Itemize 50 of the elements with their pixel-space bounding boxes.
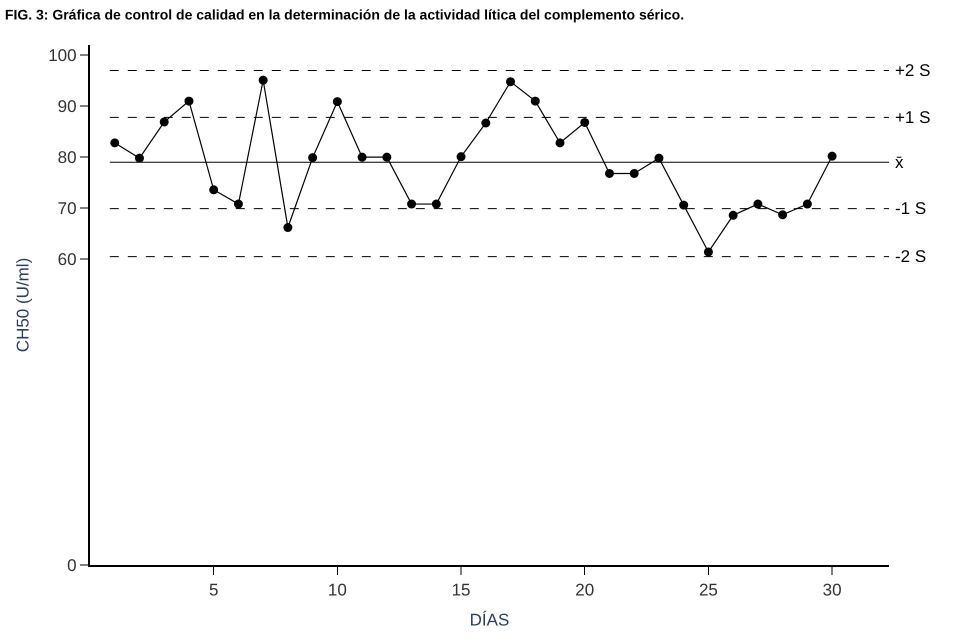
point	[134, 154, 144, 163]
point	[160, 117, 169, 126]
x-tick-label: 10	[328, 580, 347, 600]
point	[234, 200, 243, 209]
point	[481, 118, 490, 128]
point	[110, 138, 120, 148]
x-tick-label: 15	[452, 580, 471, 600]
point	[604, 168, 614, 178]
point	[530, 96, 540, 106]
x-tick-label: 30	[822, 580, 842, 600]
x-tick-label: 20	[575, 580, 594, 600]
point	[728, 210, 738, 220]
point	[630, 168, 639, 178]
point	[456, 152, 466, 162]
ref-line-label: -1 S	[895, 199, 926, 218]
ref-line-label: x̄	[895, 153, 904, 172]
y-tick-label: 60	[58, 250, 77, 270]
y-tick-label: 80	[58, 148, 77, 168]
point	[332, 97, 342, 106]
point	[382, 152, 392, 162]
y-tick-label: 90	[58, 97, 77, 116]
chart-title: FIG. 3: Gráfica de control de calidad en la determinación de la actividad lítica del complemento sérico.	[4, 6, 684, 22]
x-tick-label: 25	[698, 580, 718, 600]
point	[802, 200, 812, 209]
ref-line-label: +2 S	[895, 61, 930, 80]
ref-line-label: +1 S	[895, 108, 930, 127]
point	[258, 76, 268, 85]
point	[753, 200, 762, 209]
point	[432, 200, 441, 209]
point	[580, 118, 590, 127]
x-axis-title: DÍAS	[470, 610, 510, 630]
point	[184, 96, 194, 106]
point	[654, 154, 664, 163]
y-axis-title: CH50 (U/ml)	[13, 258, 32, 352]
y-tick-label: 0	[67, 556, 77, 575]
y-tick-label: 100	[48, 46, 77, 66]
y-tick-label: 70	[58, 199, 77, 218]
point	[679, 200, 688, 210]
point	[407, 200, 416, 209]
point	[828, 152, 837, 161]
point	[209, 185, 218, 194]
x-tick-label: 5	[208, 580, 218, 600]
point	[308, 153, 318, 162]
point	[778, 210, 788, 220]
ref-line-label: -2 S	[895, 247, 926, 266]
point	[506, 77, 516, 86]
point	[556, 138, 564, 148]
point	[358, 152, 367, 162]
point	[283, 223, 292, 232]
point	[704, 247, 713, 256]
